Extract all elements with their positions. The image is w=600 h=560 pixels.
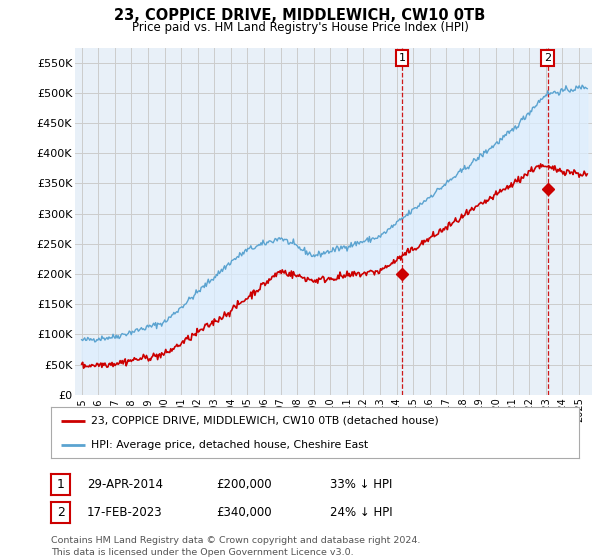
Text: 23, COPPICE DRIVE, MIDDLEWICH, CW10 0TB (detached house): 23, COPPICE DRIVE, MIDDLEWICH, CW10 0TB …	[91, 416, 439, 426]
Text: 17-FEB-2023: 17-FEB-2023	[87, 506, 163, 519]
Text: £200,000: £200,000	[216, 478, 272, 491]
Text: 1: 1	[56, 478, 65, 491]
Text: Price paid vs. HM Land Registry's House Price Index (HPI): Price paid vs. HM Land Registry's House …	[131, 21, 469, 34]
Text: 33% ↓ HPI: 33% ↓ HPI	[330, 478, 392, 491]
Text: 29-APR-2014: 29-APR-2014	[87, 478, 163, 491]
Text: £340,000: £340,000	[216, 506, 272, 519]
Text: 24% ↓ HPI: 24% ↓ HPI	[330, 506, 392, 519]
Text: 23, COPPICE DRIVE, MIDDLEWICH, CW10 0TB: 23, COPPICE DRIVE, MIDDLEWICH, CW10 0TB	[115, 8, 485, 24]
Text: 1: 1	[398, 53, 406, 63]
Text: 2: 2	[56, 506, 65, 519]
Text: 2: 2	[544, 53, 551, 63]
Text: Contains HM Land Registry data © Crown copyright and database right 2024.
This d: Contains HM Land Registry data © Crown c…	[51, 536, 421, 557]
Text: HPI: Average price, detached house, Cheshire East: HPI: Average price, detached house, Ches…	[91, 440, 368, 450]
